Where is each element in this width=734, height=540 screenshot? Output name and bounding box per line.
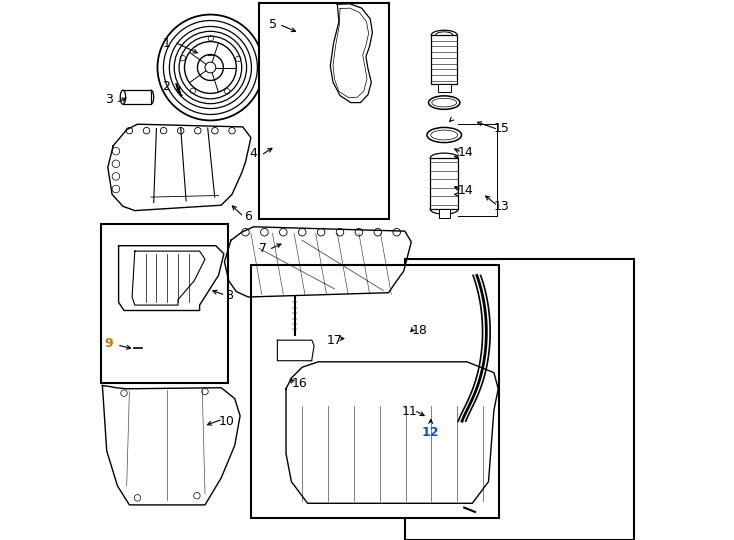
Bar <box>101 224 228 383</box>
Ellipse shape <box>430 204 458 214</box>
Bar <box>123 90 151 104</box>
Text: 9: 9 <box>104 338 113 350</box>
Text: 5: 5 <box>269 18 277 31</box>
Text: 13: 13 <box>494 200 510 213</box>
Text: 14: 14 <box>458 184 473 197</box>
Text: 2: 2 <box>162 80 170 93</box>
Ellipse shape <box>120 90 126 104</box>
Ellipse shape <box>432 30 457 40</box>
Text: 16: 16 <box>291 377 308 390</box>
Text: 4: 4 <box>250 147 258 160</box>
Text: 10: 10 <box>219 415 235 428</box>
Bar <box>437 84 451 92</box>
Circle shape <box>126 346 131 351</box>
Text: 3: 3 <box>105 93 113 106</box>
Bar <box>439 209 450 218</box>
Bar <box>432 35 457 84</box>
Text: 1: 1 <box>162 37 170 50</box>
Text: 11: 11 <box>401 405 418 418</box>
Ellipse shape <box>430 153 458 163</box>
Bar <box>259 3 388 219</box>
Bar <box>458 413 466 420</box>
Text: 12: 12 <box>422 426 440 438</box>
Text: 17: 17 <box>327 334 343 347</box>
Text: 6: 6 <box>244 210 252 222</box>
Text: 14: 14 <box>458 146 473 159</box>
Bar <box>430 158 458 209</box>
Polygon shape <box>288 292 301 302</box>
Bar <box>251 265 499 518</box>
Text: 8: 8 <box>225 289 233 302</box>
Text: 18: 18 <box>412 324 427 337</box>
Text: 15: 15 <box>494 122 510 135</box>
Bar <box>404 259 634 540</box>
Text: 7: 7 <box>259 242 267 255</box>
